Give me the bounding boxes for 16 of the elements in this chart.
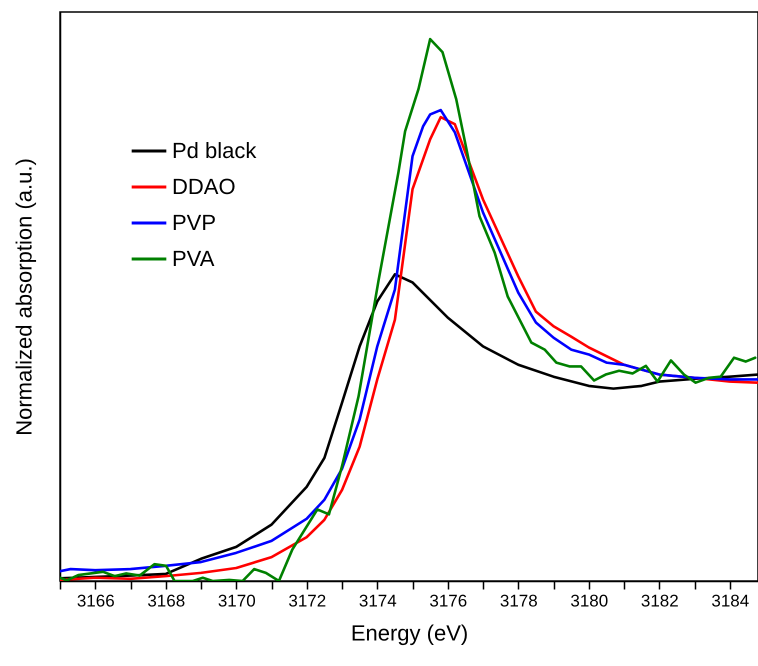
legend-label: DDAO (172, 174, 236, 199)
x-tick-label: 3176 (429, 592, 468, 610)
x-tick-label: 3178 (500, 592, 538, 610)
x-tick-label: 3184 (711, 592, 750, 610)
x-tick-label: 3182 (640, 592, 679, 610)
x-tick-label: 3166 (76, 592, 115, 610)
legend-label: Pd black (172, 138, 258, 163)
x-tick-label: 3168 (147, 592, 186, 610)
x-tick-label: 3174 (358, 592, 397, 610)
x-axis-title: Energy (eV) (350, 620, 468, 646)
x-tick-label: 3180 (570, 592, 608, 610)
x-tick-label: 3170 (218, 592, 256, 610)
x-tick-label: 3172 (288, 592, 326, 610)
legend-label: PVP (172, 210, 216, 235)
y-axis-title: Normalized absorption (a.u.) (12, 158, 36, 436)
legend-label: PVA (172, 246, 215, 271)
